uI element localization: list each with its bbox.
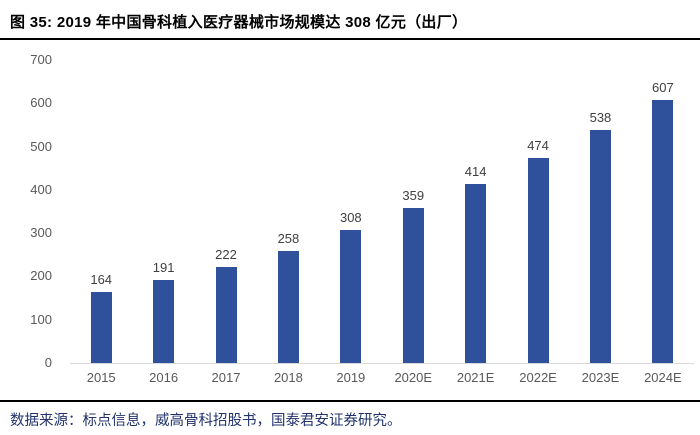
y-axis-tick-label: 300 <box>30 225 52 241</box>
x-axis-tick-label: 2021E <box>456 370 495 385</box>
bar <box>277 251 299 363</box>
bar-column: 474 <box>507 138 569 363</box>
bar <box>90 292 112 363</box>
bar <box>589 130 611 363</box>
bar-data-label: 474 <box>527 137 549 153</box>
x-axis-tick-label: 2017 <box>211 370 241 385</box>
bar-column: 258 <box>257 231 319 363</box>
x-axis-tick-label: 2015 <box>86 370 116 385</box>
bar-column: 359 <box>382 188 444 363</box>
bar-data-label: 414 <box>464 163 487 179</box>
x-axis-tick-label: 2022E <box>519 370 557 385</box>
bar-data-label: 222 <box>215 246 237 262</box>
x-axis-tick-label: 2019 <box>336 370 366 385</box>
y-axis-tick-label: 0 <box>44 355 52 370</box>
x-axis-tick-label: 2018 <box>273 370 303 385</box>
bar-column: 607 <box>632 80 694 363</box>
y-axis-tick-label: 500 <box>30 138 52 154</box>
bar <box>402 207 424 363</box>
bar-data-label: 538 <box>589 110 612 126</box>
y-axis-tick-label: 700 <box>30 52 52 67</box>
bar <box>527 157 549 363</box>
bar <box>153 280 175 363</box>
bar <box>652 100 674 363</box>
bar <box>465 183 487 363</box>
bar-data-label: 191 <box>152 260 175 276</box>
bar <box>215 266 237 363</box>
bar-data-label: 359 <box>402 187 425 203</box>
y-axis-tick-label: 400 <box>30 181 52 197</box>
y-axis-tick-label: 100 <box>30 311 52 327</box>
y-axis-tick-label: 200 <box>30 268 52 284</box>
x-axis-tick-label: 2023E <box>581 370 620 385</box>
bar-column: 308 <box>320 210 382 363</box>
x-axis-tick-label: 2020E <box>394 370 433 385</box>
bar-column: 164 <box>70 272 132 363</box>
bar <box>340 229 362 363</box>
y-axis: 0 100 200 300 400 500 600 700 <box>0 52 70 370</box>
x-axis: 2015 2016 2017 2018 2019 2020E 2021E 2022E 2023E… <box>70 364 694 385</box>
figure-title: 图 35: 2019 年中国骨科植入医疗器械市场规模达 308 亿元（出厂） <box>0 0 700 40</box>
bar-data-label: 308 <box>339 209 362 225</box>
y-axis-tick-label: 600 <box>30 95 52 111</box>
bar-data-label: 258 <box>277 231 300 247</box>
bar-column: 538 <box>569 110 631 363</box>
bar-chart: 0 100 200 300 400 500 600 700 164 191 222 258 308 35… <box>0 52 700 370</box>
x-axis-tick-label: 2024E <box>644 370 682 385</box>
bar-data-label: 607 <box>652 80 674 96</box>
bar-column: 222 <box>195 247 257 363</box>
x-axis-tick-label: 2016 <box>149 370 179 385</box>
bar-column: 414 <box>444 164 506 363</box>
bar-data-label: 164 <box>90 272 113 288</box>
plot-area: 164 191 222 258 308 359 414 474 538 607 <box>70 60 694 364</box>
bottom-rule <box>0 400 700 402</box>
bar-column: 191 <box>132 260 194 363</box>
source-note: 数据来源：标点信息，威高骨科招股书，国泰君安证券研究。 <box>10 413 402 429</box>
